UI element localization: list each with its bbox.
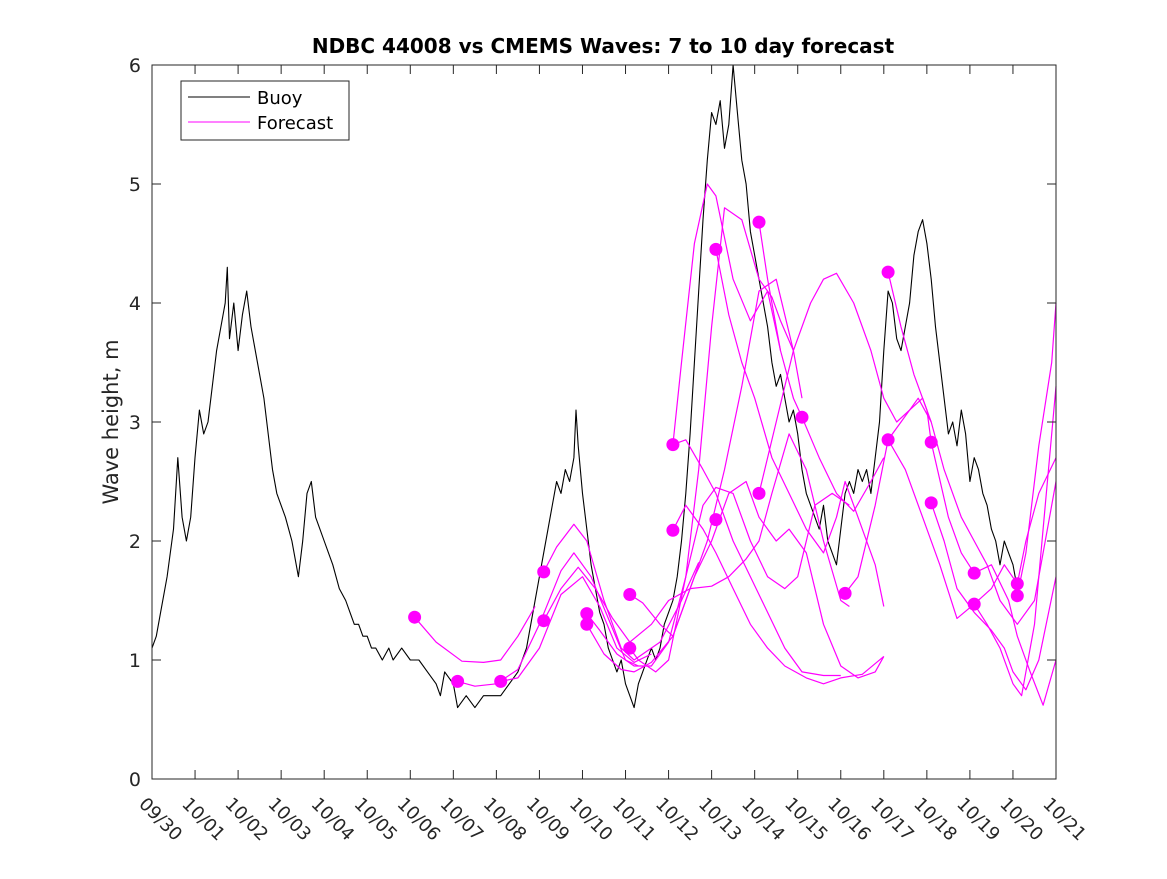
legend: Buoy Forecast	[180, 80, 350, 141]
marker-layer	[408, 215, 1024, 688]
forecast-series-line-6	[586, 486, 850, 667]
forecast-series-line-9	[629, 207, 803, 673]
forecast-marker-21	[967, 566, 981, 580]
forecast-series-line-4	[543, 523, 700, 661]
y-tick-label: 3	[129, 412, 141, 434]
forecast-marker-13	[752, 215, 766, 229]
forecast-marker-0	[408, 610, 422, 624]
forecast-marker-5	[580, 607, 594, 621]
forecast-series-line-11	[672, 504, 885, 685]
forecast-marker-20	[924, 496, 938, 510]
forecast-marker-15	[795, 410, 809, 424]
y-tick-label: 2	[129, 531, 141, 553]
forecast-marker-14	[752, 486, 766, 500]
forecast-series-line-10	[672, 183, 782, 445]
chart-title: NDBC 44008 vs CMEMS Waves: 7 to 10 day f…	[312, 34, 895, 58]
forecast-marker-12	[709, 513, 723, 527]
forecast-series-line-16	[844, 397, 1057, 625]
forecast-series-line-12	[672, 439, 841, 677]
forecast-marker-6	[580, 617, 594, 631]
legend-label-buoy: Buoy	[257, 88, 303, 109]
series-layer	[151, 64, 1057, 709]
forecast-series-line-14	[758, 222, 885, 512]
buoy-series-line	[151, 64, 1018, 709]
forecast-marker-19	[924, 435, 938, 449]
legend-label-forecast: Forecast	[257, 113, 333, 134]
forecast-marker-2	[494, 674, 508, 688]
forecast-marker-9	[666, 438, 680, 452]
y-tick-label: 4	[129, 293, 141, 315]
plot-area	[152, 65, 1056, 779]
forecast-marker-8	[623, 641, 637, 655]
forecast-marker-7	[623, 588, 637, 601]
forecast-marker-22	[967, 597, 981, 611]
forecast-series-line-3	[500, 576, 652, 682]
forecast-marker-11	[709, 242, 723, 256]
forecast-series-line-2	[457, 552, 639, 687]
forecast-marker-10	[666, 523, 680, 537]
forecast-series-line-5	[543, 433, 850, 643]
y-tick-label: 5	[129, 174, 141, 196]
forecast-marker-18	[881, 433, 895, 447]
forecast-marker-17	[881, 265, 895, 279]
y-tick-label: 0	[129, 769, 141, 791]
forecast-series-line-21	[1016, 302, 1057, 596]
y-tick-label: 6	[129, 55, 141, 77]
y-axis-label: Wave height, m	[99, 339, 123, 504]
forecast-marker-1	[451, 674, 465, 688]
forecast-series-line-7	[586, 480, 885, 679]
forecast-marker-4	[537, 614, 551, 628]
forecast-series-line-13	[715, 249, 885, 607]
y-tick-label: 1	[129, 650, 141, 672]
forecast-series-line-20	[973, 386, 1057, 697]
forecast-series-line-17	[887, 271, 1057, 706]
legend-box	[180, 80, 350, 141]
forecast-marker-24	[1010, 589, 1024, 603]
forecast-marker-3	[537, 565, 551, 579]
forecast-series-line-1	[414, 606, 536, 663]
forecast-series-line-19	[930, 502, 1057, 691]
forecast-marker-23	[1010, 577, 1024, 591]
forecast-marker-16	[838, 586, 852, 600]
